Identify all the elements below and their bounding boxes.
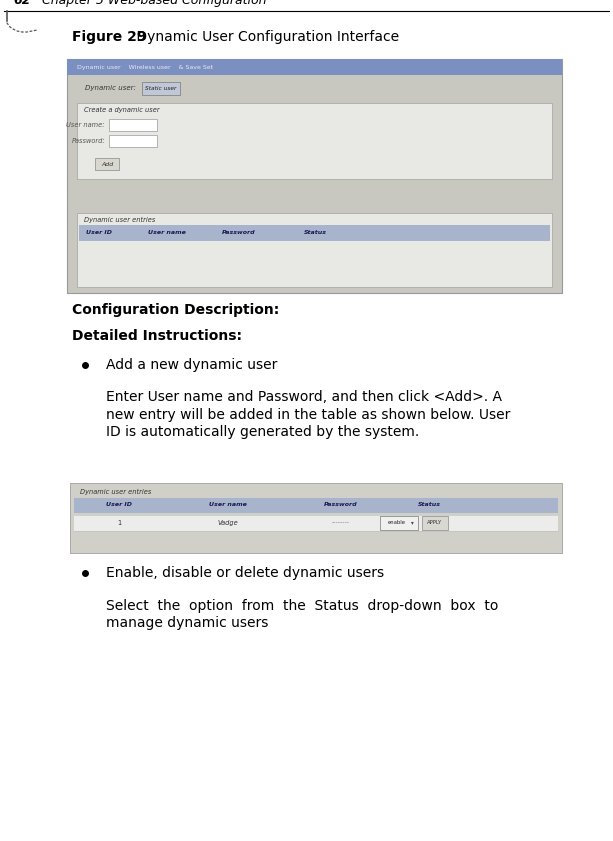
Bar xyxy=(67,59,562,75)
Bar xyxy=(77,103,552,179)
Bar xyxy=(95,158,119,170)
Text: Enable, disable or delete dynamic users: Enable, disable or delete dynamic users xyxy=(106,566,384,580)
Bar xyxy=(67,59,562,293)
Text: Detailed Instructions:: Detailed Instructions: xyxy=(72,329,242,343)
Bar xyxy=(77,213,552,287)
Text: User ID: User ID xyxy=(106,503,132,507)
Text: Select  the  option  from  the  Status  drop-down  box  to: Select the option from the Status drop-d… xyxy=(106,599,498,613)
Text: enable: enable xyxy=(388,521,406,526)
Text: Create a dynamic user: Create a dynamic user xyxy=(84,107,159,113)
Bar xyxy=(109,119,157,131)
Text: Chapter 5 Web-based Configuration: Chapter 5 Web-based Configuration xyxy=(42,0,267,7)
Text: User name: User name xyxy=(208,503,246,507)
Text: Status: Status xyxy=(303,230,327,235)
Text: --------: -------- xyxy=(332,521,349,526)
Text: new entry will be added in the table as shown below. User: new entry will be added in the table as … xyxy=(106,408,511,421)
Text: Add a new dynamic user: Add a new dynamic user xyxy=(106,358,277,372)
Bar xyxy=(70,483,562,553)
Text: Dynamic user entries: Dynamic user entries xyxy=(80,489,151,495)
Text: 1: 1 xyxy=(117,520,121,526)
Text: Password:: Password: xyxy=(71,138,105,144)
Bar xyxy=(109,135,157,147)
Bar xyxy=(79,225,550,241)
Text: APPLY: APPLY xyxy=(427,521,443,526)
Bar xyxy=(74,515,558,531)
Text: Vadge: Vadge xyxy=(217,520,238,526)
Text: User name: User name xyxy=(148,230,186,235)
Text: Dynamic user:: Dynamic user: xyxy=(85,85,136,91)
Text: User name:: User name: xyxy=(66,122,105,128)
Text: Figure 29: Figure 29 xyxy=(72,30,147,44)
Text: Dynamic user entries: Dynamic user entries xyxy=(84,217,155,223)
Text: User ID: User ID xyxy=(86,230,112,235)
Bar xyxy=(380,516,418,530)
Text: 62: 62 xyxy=(13,0,31,7)
Text: ▾: ▾ xyxy=(411,521,413,526)
Text: Add: Add xyxy=(101,161,113,167)
Text: Dynamic user    Wireless user    & Save Set: Dynamic user Wireless user & Save Set xyxy=(77,65,213,70)
Text: Password: Password xyxy=(222,230,256,235)
Text: Configuration Description:: Configuration Description: xyxy=(72,303,280,317)
Text: Password: Password xyxy=(324,503,357,507)
Text: manage dynamic users: manage dynamic users xyxy=(106,616,268,631)
Text: Enter User name and Password, and then click <Add>. A: Enter User name and Password, and then c… xyxy=(106,390,502,404)
Text: Dynamic User Configuration Interface: Dynamic User Configuration Interface xyxy=(132,30,398,44)
Bar xyxy=(74,498,558,512)
Text: Status: Status xyxy=(417,503,441,507)
Bar xyxy=(142,82,180,95)
Bar xyxy=(422,516,448,530)
Text: ID is automatically generated by the system.: ID is automatically generated by the sys… xyxy=(106,425,419,439)
Text: Static user: Static user xyxy=(145,86,177,91)
